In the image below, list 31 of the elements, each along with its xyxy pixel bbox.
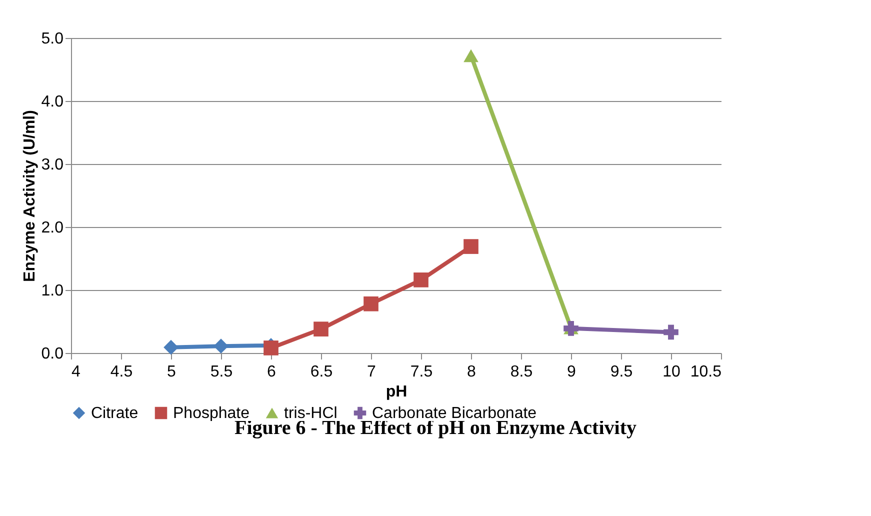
y-tick-label: 0.0 (41, 346, 64, 362)
y-tick-label: 1.0 (41, 282, 64, 300)
point (464, 239, 478, 254)
point (364, 296, 378, 312)
y-tick-label: 5.0 (41, 30, 64, 48)
y-tick-label: 2.0 (41, 220, 64, 236)
x-tick-label: 6.5 (310, 364, 333, 380)
point (214, 338, 228, 354)
x-tick-label: 9 (567, 364, 576, 380)
x-tick-label: 10.5 (690, 364, 722, 380)
x-axis-title: pH (386, 384, 408, 400)
x-tick-label: 6 (267, 364, 276, 380)
x-tick-label: 4.5 (110, 364, 133, 380)
x-tick-label: 7.5 (410, 364, 433, 380)
x-tick-label: 8 (467, 364, 476, 380)
x-tick-label: 4 (72, 364, 80, 380)
point (414, 272, 428, 288)
legend-label: Citrate (91, 405, 138, 422)
y-axis-title: Enzyme Activity (U/ml) (21, 110, 38, 282)
point (164, 340, 178, 355)
point (314, 322, 328, 336)
y-tick-label: 4.0 (41, 94, 64, 110)
x-tick-label: 5.5 (210, 364, 233, 380)
point (664, 324, 678, 340)
x-tick-label: 7 (367, 364, 376, 380)
y-tick-label: 3.0 (41, 156, 64, 174)
x-tick-label: 9.5 (610, 364, 633, 380)
point (264, 340, 278, 356)
x-tick-label: 10 (662, 364, 680, 380)
x-tick-label: 5 (167, 364, 176, 380)
x-tick-label: 8.5 (510, 364, 533, 380)
